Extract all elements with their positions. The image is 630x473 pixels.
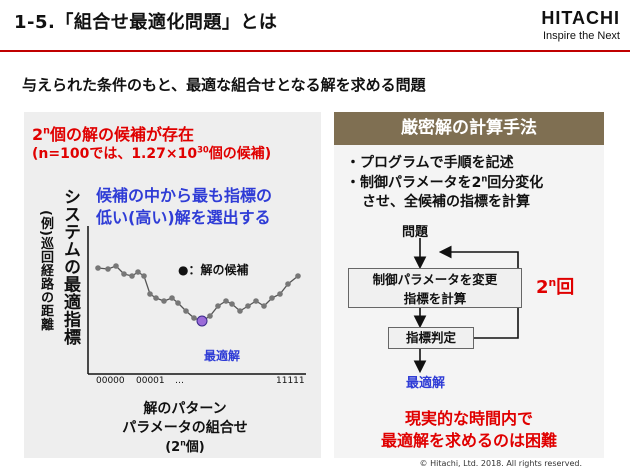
candidate-point	[277, 291, 283, 297]
candidate-point	[215, 303, 221, 309]
candidate-point	[285, 281, 291, 287]
candidate-point	[245, 303, 251, 309]
conclusion-line1: 現実的な時間内で	[404, 409, 533, 428]
candidate-point	[105, 266, 111, 272]
left-panel	[24, 112, 321, 458]
candidate-point	[207, 313, 213, 319]
candidate-count-text: 2n個の解の候補が存在	[32, 125, 194, 144]
selection-text: 候補の中から最も指標の 低い(高い)解を選出する	[96, 185, 272, 229]
method-bullet-2-continued: させ、全候補の指標を計算	[362, 194, 530, 210]
candidate-point	[175, 300, 181, 306]
method-bullet-2: ・制御パラメータを2n回分変化	[346, 173, 544, 191]
candidate-point	[183, 308, 189, 314]
candidate-point	[229, 301, 235, 307]
candidate-point	[261, 303, 267, 309]
candidate-point	[147, 291, 153, 297]
y-axis-label: システムの最適指標	[60, 188, 80, 346]
logo-brand: HITACHI	[541, 8, 620, 28]
candidate-point	[295, 273, 301, 279]
x-axis-label-line1: 解のパターン	[143, 401, 227, 417]
selection-text-line1: 候補の中から最も指標の	[96, 186, 273, 205]
method-bullet-1: ・プログラムで手順を記述	[346, 155, 514, 171]
candidate-chart	[87, 226, 306, 375]
selection-text-line2: 低い(高い)解を選出する	[96, 208, 271, 227]
candidate-point	[253, 298, 259, 304]
candidate-point	[129, 273, 135, 279]
optimal-point	[196, 315, 208, 327]
y-axis-example-label: (例)巡回経路の距離	[38, 210, 53, 331]
candidate-point	[121, 271, 127, 277]
x-axis-label-line2: パラメータの組合せ	[122, 420, 248, 436]
candidate-point	[135, 269, 141, 275]
flow-step-line1: 制御パラメータを変更	[372, 272, 498, 287]
x-tick-label: 00000	[96, 376, 125, 386]
candidate-point	[161, 298, 167, 304]
subtitle: 与えられた条件のもと、最適な組合せとなる解を求める問題	[22, 76, 426, 94]
candidate-dots	[95, 263, 301, 327]
candidate-point	[153, 295, 159, 301]
candidate-example-text: (n=100では、1.27×1030個の候補)	[32, 144, 272, 162]
flow-step-evaluate: 指標判定	[388, 327, 474, 349]
candidate-point	[191, 315, 197, 321]
company-logo: HITACHI Inspire the Next	[541, 8, 620, 42]
loop-count: 2n回	[536, 276, 575, 298]
logo-tagline: Inspire the Next	[542, 30, 620, 42]
candidate-point	[269, 295, 275, 301]
x-tick-label: 11111	[276, 376, 305, 386]
chart-legend: ●：解の候補	[178, 263, 249, 277]
title-divider	[0, 50, 630, 52]
page-title: 1-5.「組合せ最適化問題」とは	[14, 12, 278, 33]
method-header: 厳密解の計算手法	[334, 112, 604, 145]
x-tick-label: 00001	[136, 376, 165, 386]
flow-step-line2: 指標を計算	[403, 291, 467, 306]
conclusion-line2: 最適解を求めるのは困難	[380, 431, 557, 450]
optimal-solution-label: 最適解	[204, 349, 241, 363]
flow-result: 最適解	[406, 376, 446, 391]
candidate-point	[223, 298, 229, 304]
copyright: © Hitachi, Ltd. 2018. All rights reserve…	[419, 459, 582, 468]
candidate-point	[141, 273, 147, 279]
flow-step-change-parameters: 制御パラメータを変更 指標を計算	[348, 268, 522, 308]
candidate-point	[169, 295, 175, 301]
flow-problem: 問題	[402, 225, 429, 240]
x-axis-label-line3: (2n個)	[165, 438, 205, 455]
candidate-point	[237, 308, 243, 314]
candidate-point	[95, 265, 101, 271]
candidate-point	[113, 263, 119, 269]
x-tick-label: …	[175, 376, 184, 386]
